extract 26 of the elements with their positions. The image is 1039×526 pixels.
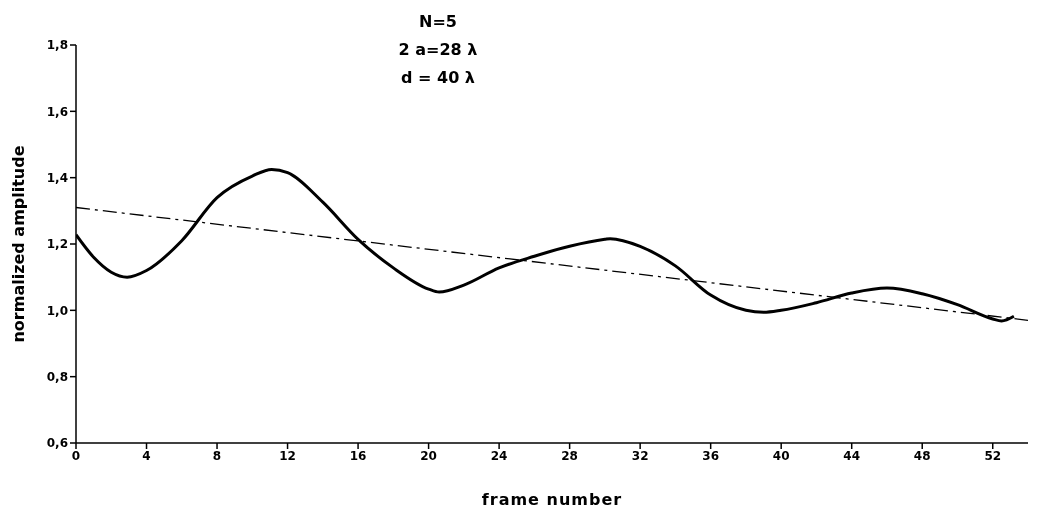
text: N=5 [418,11,458,33]
x-axis-title: frame number [481,490,623,509]
y-axis-title: normalized amplitude [8,145,28,343]
x-tick-label: 52 [984,448,1002,463]
x-tick-label: 44 [843,448,861,463]
x-tick-label: 32 [631,448,649,463]
x-tick-label: 36 [702,448,720,463]
x-tick-label: 24 [490,448,508,463]
annotation: 2 a=28 λ [397,39,479,61]
x-tick-label: 40 [772,448,790,463]
x-tick-label: 0 [71,448,81,463]
x-tick-label: 48 [913,448,931,463]
x-tick-label: 8 [212,448,222,463]
x-tick-label: 16 [349,448,367,463]
y-tick-label: 1,4 [46,170,68,185]
y-tick-label: 0,8 [46,369,68,384]
x-tick-label: 28 [561,448,578,463]
y-tick-label: 1,0 [46,303,68,318]
x-tick-label: 4 [142,448,151,463]
y-tick-label: 1,6 [46,104,68,119]
y-tick-label: 1,2 [46,237,68,252]
y-tick-label: 0,6 [46,436,68,451]
y-tick-label: 1,8 [46,38,68,53]
x-tick-label: 20 [420,448,437,463]
annotation: d = 40 λ [400,67,476,89]
x-tick-label: 12 [279,448,296,463]
